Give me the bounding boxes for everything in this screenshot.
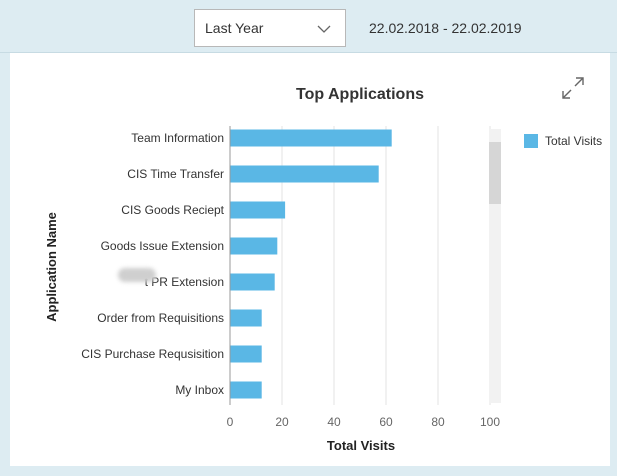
period-dropdown[interactable]: Last Year (194, 9, 346, 47)
bar-chart: Team Information CIS Time Transfer CIS Goo… (44, 86, 501, 453)
x-tick-label: 60 (379, 415, 393, 429)
y-axis-label: Application Name (44, 212, 59, 322)
x-tick-labels: 0 20 40 60 80 100 (227, 415, 501, 429)
chart-scrollbar-thumb[interactable] (489, 142, 501, 204)
category-label: Order from Requisitions (97, 311, 224, 325)
legend-label: Total Visits (545, 134, 603, 148)
x-tick-label: 0 (227, 415, 234, 429)
category-label: CIS Goods Reciept (121, 203, 224, 217)
bar[interactable] (230, 129, 392, 147)
category-label: Team Information (131, 131, 224, 145)
filter-bar: Last Year 22.02.2018 - 22.02.2019 (0, 0, 617, 53)
category-label: CIS Purchase Requsisition (81, 347, 224, 361)
category-label: My Inbox (175, 383, 224, 397)
x-tick-label: 100 (480, 415, 500, 429)
bar[interactable] (230, 237, 278, 255)
period-dropdown-value: Last Year (205, 20, 264, 36)
bar[interactable] (230, 165, 379, 183)
x-tick-label: 40 (327, 415, 341, 429)
bar[interactable] (230, 201, 286, 219)
x-axis-label: Total Visits (327, 438, 395, 453)
expand-icon (562, 77, 584, 99)
category-labels: Team Information CIS Time Transfer CIS Goo… (81, 131, 224, 397)
expand-button[interactable] (560, 75, 586, 101)
x-tick-label: 20 (275, 415, 289, 429)
chart-card: Team Information CIS Time Transfer CIS Goo… (10, 53, 610, 466)
category-label: Goods Issue Extension (101, 239, 224, 253)
chevron-down-icon (317, 25, 331, 33)
bars (230, 129, 392, 399)
bar[interactable] (230, 309, 262, 327)
chart-title: Top Applications (296, 86, 424, 103)
bar[interactable] (230, 273, 275, 291)
category-label: CIS Time Transfer (127, 167, 224, 181)
x-tick-label: 80 (431, 415, 445, 429)
date-range-text: 22.02.2018 - 22.02.2019 (369, 20, 522, 36)
bar[interactable] (230, 381, 262, 399)
bar[interactable] (230, 345, 262, 363)
legend-swatch (524, 134, 538, 148)
redaction-blur (118, 268, 156, 282)
category-label: t PR Extension (145, 275, 224, 289)
